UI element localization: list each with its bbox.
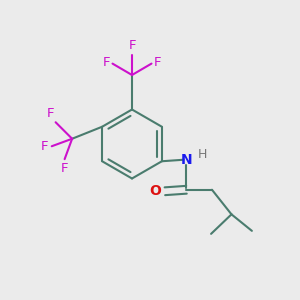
Text: F: F (41, 140, 49, 153)
Text: H: H (198, 148, 207, 161)
Text: F: F (103, 56, 110, 69)
Text: F: F (128, 39, 136, 52)
Text: N: N (181, 153, 192, 167)
Text: F: F (46, 107, 54, 120)
Text: F: F (61, 162, 68, 175)
Text: O: O (149, 184, 161, 198)
Text: F: F (154, 56, 161, 69)
